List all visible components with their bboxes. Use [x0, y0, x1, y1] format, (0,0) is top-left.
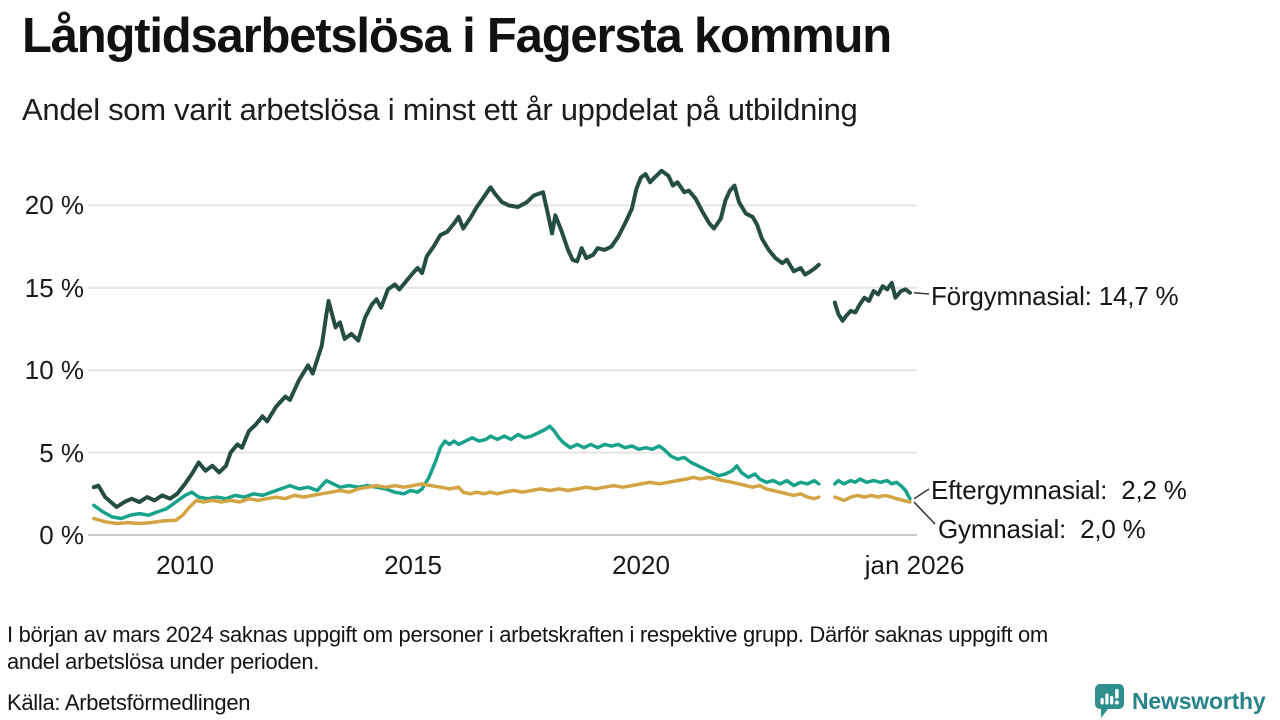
newsworthy-logo-text: Newsworthy	[1132, 688, 1266, 714]
series-line-forgymnasial-after-gap	[832, 280, 912, 323]
y-axis-tick-label: 0 %	[39, 520, 84, 550]
x-axis-tick-label: jan 2026	[864, 550, 965, 580]
y-axis-tick-label: 20 %	[24, 190, 84, 221]
series-line-forgymnasial	[91, 168, 821, 509]
newsworthy-logo: Newsworthy	[1094, 683, 1274, 720]
chart-title: Långtidsarbetslösa i Fagersta kommun	[22, 9, 892, 63]
newsworthy-logo-icon	[1095, 684, 1124, 718]
series-line-eftergymnasial	[92, 424, 821, 521]
x-axis-tick-label: 2010	[156, 550, 214, 580]
series-end-label-forgymnasial: Förgymnasial: 14,7 %	[931, 281, 1179, 311]
series-line-gymnasial-after-gap	[833, 493, 912, 504]
series-end-label-eftergymnasial: Eftergymnasial: 2,2 %	[931, 475, 1187, 505]
x-axis-tick-label: 2015	[384, 550, 442, 580]
series-end-label-gymnasial: Gymnasial: 2,0 %	[938, 514, 1146, 544]
x-axis-tick-label: 2020	[612, 550, 670, 580]
footnote-line-2: andel arbetslösa under perioden.	[7, 649, 320, 674]
source-note: Källa: Arbetsförmedlingen	[7, 690, 251, 715]
y-axis-tick-label: 15 %	[24, 272, 84, 303]
label-connector-gymnasial	[913, 501, 936, 525]
y-axis-tick-label: 5 %	[39, 437, 84, 468]
label-connector-forgymnasial	[913, 291, 930, 295]
series-line-eftergymnasial-after-gap	[833, 477, 912, 501]
y-axis-tick-label: 10 %	[24, 355, 84, 386]
series-line-gymnasial	[92, 475, 821, 526]
chart-subtitle: Andel som varit arbetslösa i minst ett å…	[22, 92, 858, 127]
footnote-line-1: I början av mars 2024 saknas uppgift om …	[7, 622, 1048, 647]
label-connector-eftergymnasial	[913, 488, 930, 500]
